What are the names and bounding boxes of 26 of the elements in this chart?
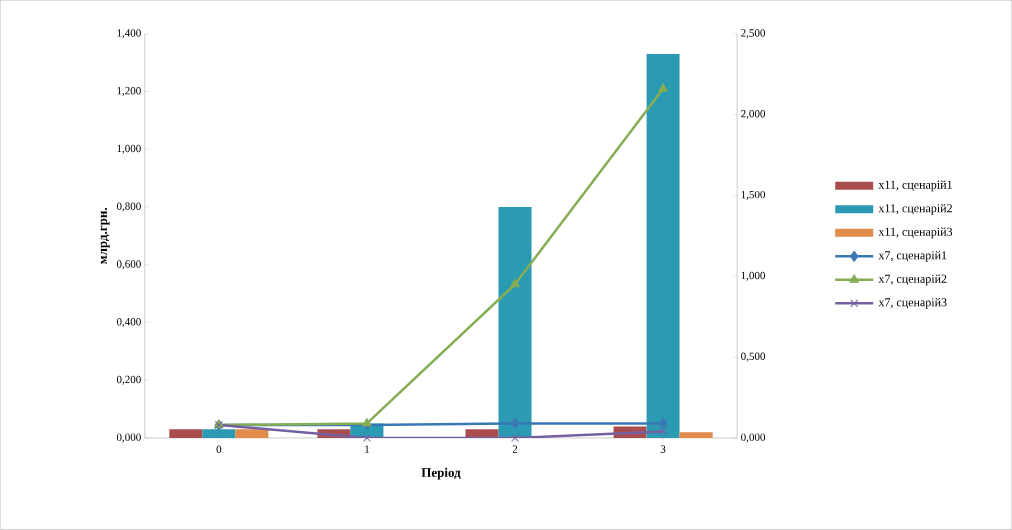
x-axis-title: Період bbox=[421, 467, 461, 480]
x-tick-label: 1 bbox=[365, 445, 370, 453]
y2-tick-label: 0,000 bbox=[741, 433, 766, 443]
y-tick-label: 0,200 bbox=[116, 375, 141, 385]
y-tick-label: 0,400 bbox=[116, 318, 141, 328]
x-tick-label: 3 bbox=[660, 445, 666, 454]
y-tick-label: 1,200 bbox=[117, 87, 141, 97]
legend-label: x11, сценарій3 bbox=[878, 227, 953, 239]
legend-label: x7, сценарій2 bbox=[878, 274, 947, 286]
y2-tick-label: 0,500 bbox=[741, 352, 766, 362]
y-axis-title: млрд.грн. bbox=[100, 208, 110, 265]
legend-label: x7, сценарій1 bbox=[878, 251, 947, 262]
x-tick-label: 0 bbox=[216, 445, 222, 454]
y2-tick-label: 2,500 bbox=[741, 29, 766, 39]
y-tick-label: 0,800 bbox=[116, 202, 141, 212]
y2-tick-label: 2,000 bbox=[741, 110, 766, 120]
y-tick-label: 1,000 bbox=[117, 144, 141, 154]
x-tick-label: 2 bbox=[512, 445, 518, 453]
legend-label: x7, сценарій3 bbox=[878, 298, 947, 309]
y2-tick-label: 1,000 bbox=[741, 271, 766, 281]
y-tick-label: 1,400 bbox=[117, 29, 141, 39]
legend-label: x11, сценарій2 bbox=[878, 204, 952, 215]
legend-label: x11, сценарій1 bbox=[878, 180, 952, 192]
y-tick-label: 0,000 bbox=[116, 433, 141, 443]
y2-tick-label: 1,500 bbox=[741, 191, 766, 201]
y-tick-label: 0,600 bbox=[116, 260, 141, 270]
